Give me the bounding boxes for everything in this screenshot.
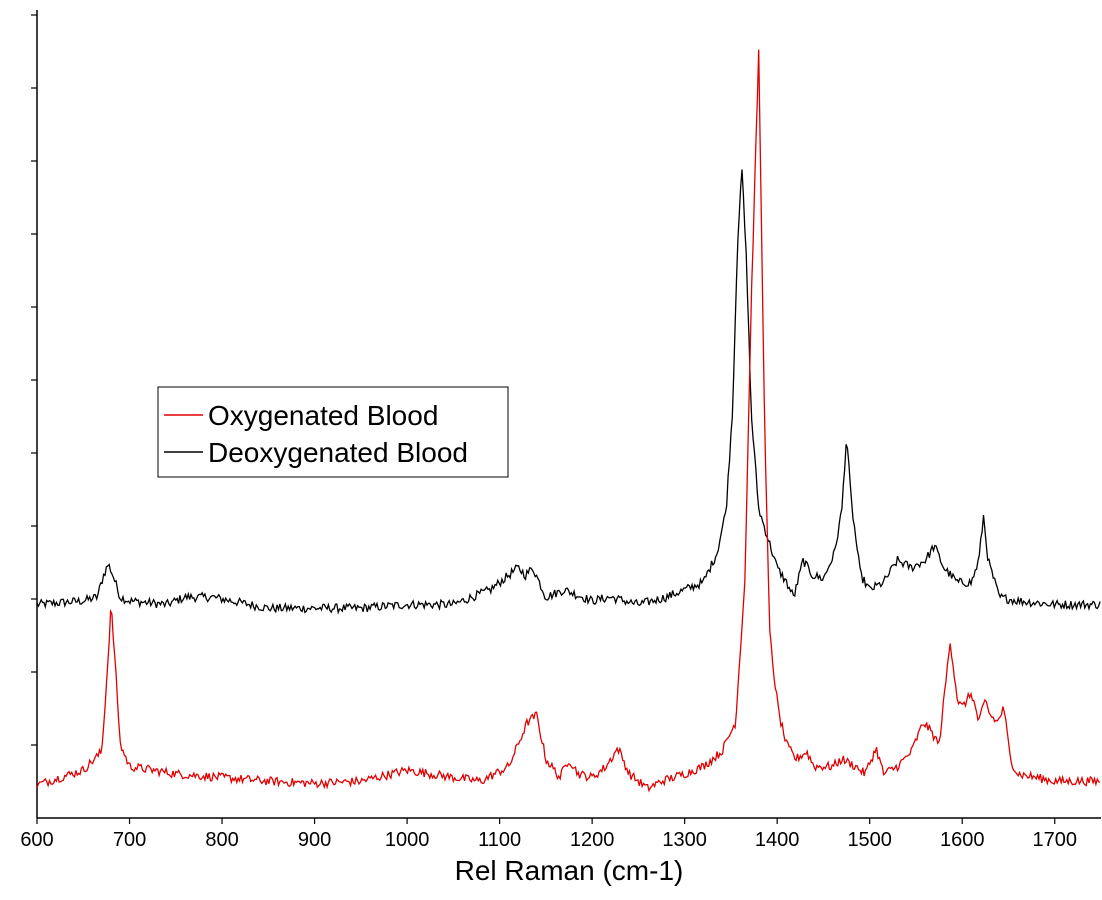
series-group [36,49,1101,793]
legend-label-oxygenated: Oxygenated Blood [208,400,438,431]
x-tick-label: 1100 [478,829,521,851]
x-tick-label: 1700 [1032,829,1077,851]
axes: 600 700 800 900 1000 1100 1200 1300 1400 1500 1600… [20,10,1101,851]
x-tick-label: 700 [113,829,146,851]
series-line-oxygenated [36,49,1101,793]
x-tick-label: 1300 [662,829,707,851]
x-tick-label: 1600 [940,829,985,851]
series-line-deoxygenated [36,169,1101,615]
legend: Oxygenated Blood Deoxygenated Blood [157,386,509,478]
x-tick-label: 1400 [755,829,800,851]
x-tick-label: 900 [298,829,331,851]
x-tick-label: 600 [20,829,53,851]
x-tick-label: 800 [205,829,238,851]
x-tick-label: 1000 [385,829,430,851]
x-ticks: 600 700 800 900 1000 1100 1200 1300 1400 1500 1600… [20,818,1077,851]
legend-label-deoxygenated: Deoxygenated Blood [208,437,468,468]
x-tick-label: 1200 [570,829,615,851]
legend-box [157,386,509,478]
x-tick-label: 1500 [847,829,892,851]
x-axis-title: Rel Raman (cm-1) [455,855,684,886]
y-ticks [31,14,37,746]
